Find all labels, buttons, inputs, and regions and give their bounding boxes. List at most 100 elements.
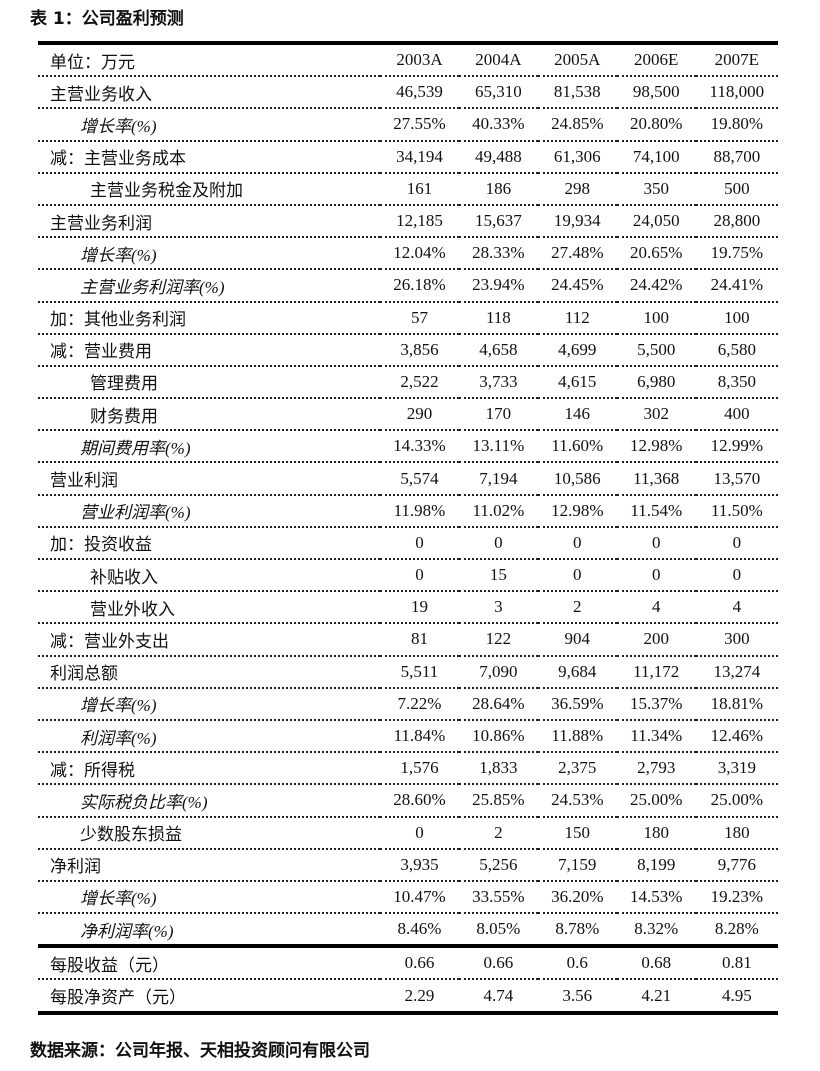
- year-header: 2005A: [537, 43, 617, 78]
- cell-value: 7.22%: [380, 687, 459, 721]
- cell-value: 186: [458, 172, 538, 206]
- cell-value: 4,615: [537, 365, 617, 400]
- table-row: 管理费用 2,522 3,733 4,615 6,980 8,350: [38, 365, 778, 400]
- cell-value: 19,934: [537, 204, 617, 239]
- cell-value: 20.65%: [616, 237, 696, 271]
- year-header: 2004A: [458, 43, 538, 78]
- cell-value: 200: [616, 623, 696, 657]
- cell-value: 4.95: [721, 985, 752, 1005]
- cell-value: 15: [458, 559, 538, 593]
- cell-value: 3.56: [562, 985, 593, 1005]
- cell-value: 25.00%: [616, 784, 696, 818]
- row-label: 减：所得税: [38, 752, 380, 786]
- row-label: 主营业务利润率(%): [38, 269, 380, 303]
- cell-value: 11.34%: [616, 719, 696, 754]
- cell-value: 65,310: [458, 76, 538, 110]
- table-row: 利润率(%) 11.84% 10.86% 11.88% 11.34% 12.46%: [38, 719, 778, 754]
- cell-value: 146: [537, 398, 617, 432]
- cell-value: 7,159: [537, 848, 617, 882]
- cell-value: 7,194: [458, 462, 538, 496]
- cell-value: 4.21: [641, 985, 672, 1005]
- cell-value: 19: [380, 591, 459, 625]
- year-header: 2007E: [695, 43, 778, 78]
- cell-value: 40.33%: [458, 108, 538, 142]
- table-row: 每股净资产（元） 2.29 4.74 3.56 4.21 4.95: [38, 979, 778, 1012]
- cell-value: 302: [616, 398, 696, 432]
- cell-value: 81,538: [537, 76, 617, 110]
- cell-value: 4.74: [483, 985, 514, 1005]
- cell-value: 8.28%: [695, 913, 778, 949]
- row-label: 主营业务税金及附加: [38, 172, 380, 206]
- cell-value: 36.20%: [537, 880, 617, 915]
- cell-value: 350: [616, 172, 696, 206]
- cell-value: 27.55%: [380, 108, 459, 142]
- row-label: 增长率(%): [38, 880, 380, 915]
- cell-value: 10.86%: [458, 719, 538, 754]
- row-label: 少数股东损益: [38, 816, 380, 850]
- cell-value: 13.11%: [458, 430, 538, 464]
- cell-value: 3,319: [695, 752, 778, 786]
- table-row: 主营业务利润 12,185 15,637 19,934 24,050 28,800: [38, 204, 778, 239]
- row-label: 期间费用率(%): [38, 430, 380, 464]
- cell-value: 24.85%: [537, 108, 617, 142]
- cell-value: 1,576: [380, 752, 459, 786]
- cell-value: 14.53%: [616, 880, 696, 915]
- cell-value: 24.45%: [537, 269, 617, 303]
- cell-value: 11.84%: [380, 719, 459, 754]
- cell-value: 0.66: [458, 946, 538, 981]
- cell-value: 6,980: [616, 365, 696, 400]
- table-row: 营业外收入 19 3 2 4 4: [38, 591, 778, 625]
- table-row: 每股收益（元） 0.66 0.66 0.6 0.68 0.81: [38, 946, 778, 981]
- cell-value: 24.41%: [695, 269, 778, 303]
- cell-value: 3,935: [380, 848, 459, 882]
- row-label: 减：营业外支出: [38, 623, 380, 657]
- cell-value: 24.42%: [616, 269, 696, 303]
- cell-value: 9,776: [695, 848, 778, 882]
- cell-value: 12.04%: [380, 237, 459, 271]
- cell-value: 122: [458, 623, 538, 657]
- cell-value: 19.80%: [695, 108, 778, 142]
- cell-value: 28.60%: [380, 784, 459, 818]
- table-row: 期间费用率(%) 14.33% 13.11% 11.60% 12.98% 12.99%: [38, 430, 778, 464]
- cell-value: 28.33%: [458, 237, 538, 271]
- cell-value: 11.98%: [380, 494, 459, 528]
- table-row: 财务费用 290 170 146 302 400: [38, 398, 778, 432]
- cell-value: 2: [458, 816, 538, 850]
- cell-value: 13,570: [695, 462, 778, 496]
- table-row: 少数股东损益 0 2 150 180 180: [38, 816, 778, 850]
- cell-value: 2,375: [537, 752, 617, 786]
- cell-value: 1,833: [458, 752, 538, 786]
- cell-value: 300: [695, 623, 778, 657]
- cell-value: 161: [380, 172, 459, 206]
- cell-value: 12,185: [380, 204, 459, 239]
- table-row: 增长率(%) 7.22% 28.64% 36.59% 15.37% 18.81%: [38, 687, 778, 721]
- row-label: 加：其他业务利润: [38, 301, 380, 335]
- cell-value: 118: [458, 301, 538, 335]
- cell-value: 11.60%: [537, 430, 617, 464]
- cell-value: 34,194: [380, 140, 459, 174]
- cell-value: 400: [695, 398, 778, 432]
- table-row: 营业利润率(%) 11.98% 11.02% 12.98% 11.54% 11.50%: [38, 494, 778, 528]
- year-header: 2003A: [380, 43, 459, 78]
- cell-value: 8.78%: [537, 913, 617, 949]
- profit-forecast-table: 单位：万元 2003A 2004A 2005A 2006E 2007E 主营业务…: [38, 41, 778, 1015]
- table-row: 主营业务利润率(%) 26.18% 23.94% 24.45% 24.42% 24.41%: [38, 269, 778, 303]
- cell-value: 5,574: [380, 462, 459, 496]
- table-row: 加：其他业务利润 57 118 112 100 100: [38, 301, 778, 335]
- row-label: 利润总额: [38, 655, 380, 689]
- row-label: 每股净资产（元）: [50, 988, 186, 1008]
- cell-value: 2,793: [616, 752, 696, 786]
- cell-value: 98,500: [616, 76, 696, 110]
- cell-value: 8,199: [616, 848, 696, 882]
- cell-value: 170: [458, 398, 538, 432]
- cell-value: 10.47%: [380, 880, 459, 915]
- cell-value: 81: [380, 623, 459, 657]
- row-label: 实际税负比率(%): [38, 784, 380, 818]
- cell-value: 14.33%: [380, 430, 459, 464]
- cell-value: 290: [380, 398, 459, 432]
- cell-value: 9,684: [537, 655, 617, 689]
- row-label: 补贴收入: [38, 559, 380, 593]
- table-row: 利润总额 5,511 7,090 9,684 11,172 13,274: [38, 655, 778, 689]
- cell-value: 4,658: [458, 333, 538, 367]
- cell-value: 8.32%: [616, 913, 696, 949]
